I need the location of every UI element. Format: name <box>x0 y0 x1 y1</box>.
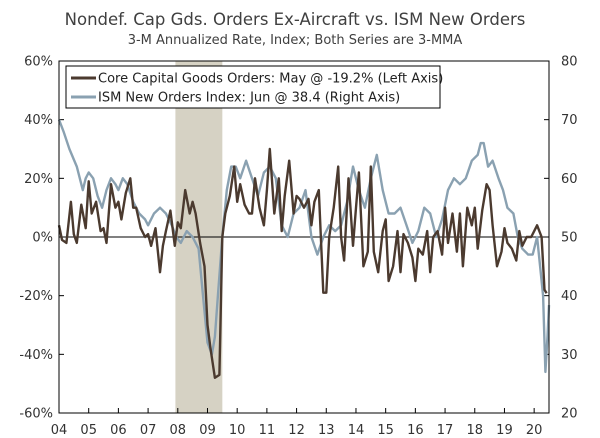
x-tick-label: 18 <box>466 423 483 438</box>
x-tick-label: 14 <box>348 423 365 438</box>
left-tick-label: 60% <box>24 55 53 70</box>
left-tick-label: 20% <box>24 172 53 187</box>
right-axis-ticks: 20 30 40 50 60 70 80 <box>544 55 578 422</box>
x-tick-label: 17 <box>437 423 454 438</box>
right-tick-label: 20 <box>561 407 578 422</box>
right-tick-label: 40 <box>561 289 578 304</box>
x-tick-label: 10 <box>229 423 246 438</box>
left-axis-ticks: -60% -40% -20% 0% 20% 40% 60% <box>19 55 64 422</box>
x-tick-label: 09 <box>199 423 216 438</box>
right-tick-label: 30 <box>561 348 578 363</box>
x-tick-label: 05 <box>80 423 97 438</box>
x-tick-label: 16 <box>407 423 424 438</box>
left-tick-label: 40% <box>24 113 53 128</box>
x-tick-label: 11 <box>259 423 276 438</box>
right-tick-label: 60 <box>561 172 578 187</box>
chart-title: Nondef. Cap Gds. Orders Ex-Aircraft vs. … <box>65 10 526 29</box>
left-tick-label: -60% <box>19 407 53 422</box>
right-tick-label: 70 <box>561 113 578 128</box>
left-tick-label: 0% <box>32 231 53 246</box>
x-tick-label: 08 <box>170 423 187 438</box>
legend-label-ism-new-orders: ISM New Orders Index: Jun @ 38.4 (Right … <box>98 91 400 106</box>
x-tick-label: 04 <box>51 423 68 438</box>
legend: Core Capital Goods Orders: May @ -19.2% … <box>65 65 443 109</box>
right-tick-label: 50 <box>561 231 578 246</box>
left-tick-label: -20% <box>19 289 53 304</box>
right-tick-label: 80 <box>561 55 578 70</box>
legend-box <box>65 65 441 109</box>
plot-area-frame <box>58 60 550 414</box>
x-tick-label: 06 <box>110 423 127 438</box>
x-tick-label: 12 <box>288 423 305 438</box>
x-tick-label: 15 <box>377 423 394 438</box>
x-tick-label: 20 <box>526 423 543 438</box>
x-axis-ticks: 04 05 06 07 08 09 10 11 12 13 14 15 16 17 18 19 20 <box>51 408 543 438</box>
chart-subtitle: 3-M Annualized Rate, Index; Both Series … <box>128 33 463 48</box>
series-ism-new-orders-line <box>57 119 551 374</box>
legend-label-core-capital-goods: Core Capital Goods Orders: May @ -19.2% … <box>98 72 443 87</box>
x-tick-label: 07 <box>140 423 157 438</box>
series-core-capital-goods-line <box>57 147 548 379</box>
x-tick-label: 13 <box>318 423 335 438</box>
left-tick-label: -40% <box>19 348 53 363</box>
x-tick-label: 19 <box>496 423 513 438</box>
